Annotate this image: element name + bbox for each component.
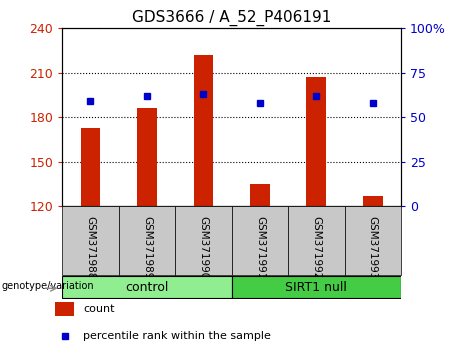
Bar <box>194 55 213 206</box>
Text: count: count <box>83 304 114 314</box>
Bar <box>118 206 175 275</box>
Text: GSM371989: GSM371989 <box>142 216 152 280</box>
Text: control: control <box>125 281 169 293</box>
Title: GDS3666 / A_52_P406191: GDS3666 / A_52_P406191 <box>132 9 331 25</box>
Text: GSM371991: GSM371991 <box>255 216 265 280</box>
Text: GSM371990: GSM371990 <box>198 216 208 280</box>
Bar <box>62 206 118 275</box>
Bar <box>62 276 231 298</box>
Bar <box>81 127 100 206</box>
Bar <box>55 302 74 316</box>
Text: genotype/variation: genotype/variation <box>1 281 94 291</box>
Text: GSM371988: GSM371988 <box>85 216 95 280</box>
Text: GSM371992: GSM371992 <box>311 216 321 280</box>
Bar <box>345 206 401 275</box>
Text: SIRT1 null: SIRT1 null <box>285 281 347 293</box>
Bar <box>137 108 157 206</box>
Bar <box>363 196 383 206</box>
Text: GSM371993: GSM371993 <box>368 216 378 280</box>
Bar <box>288 206 344 275</box>
Text: percentile rank within the sample: percentile rank within the sample <box>83 331 271 342</box>
Bar <box>250 184 270 206</box>
Bar <box>231 206 288 275</box>
Bar <box>231 276 401 298</box>
Bar <box>307 77 326 206</box>
Bar <box>175 206 231 275</box>
